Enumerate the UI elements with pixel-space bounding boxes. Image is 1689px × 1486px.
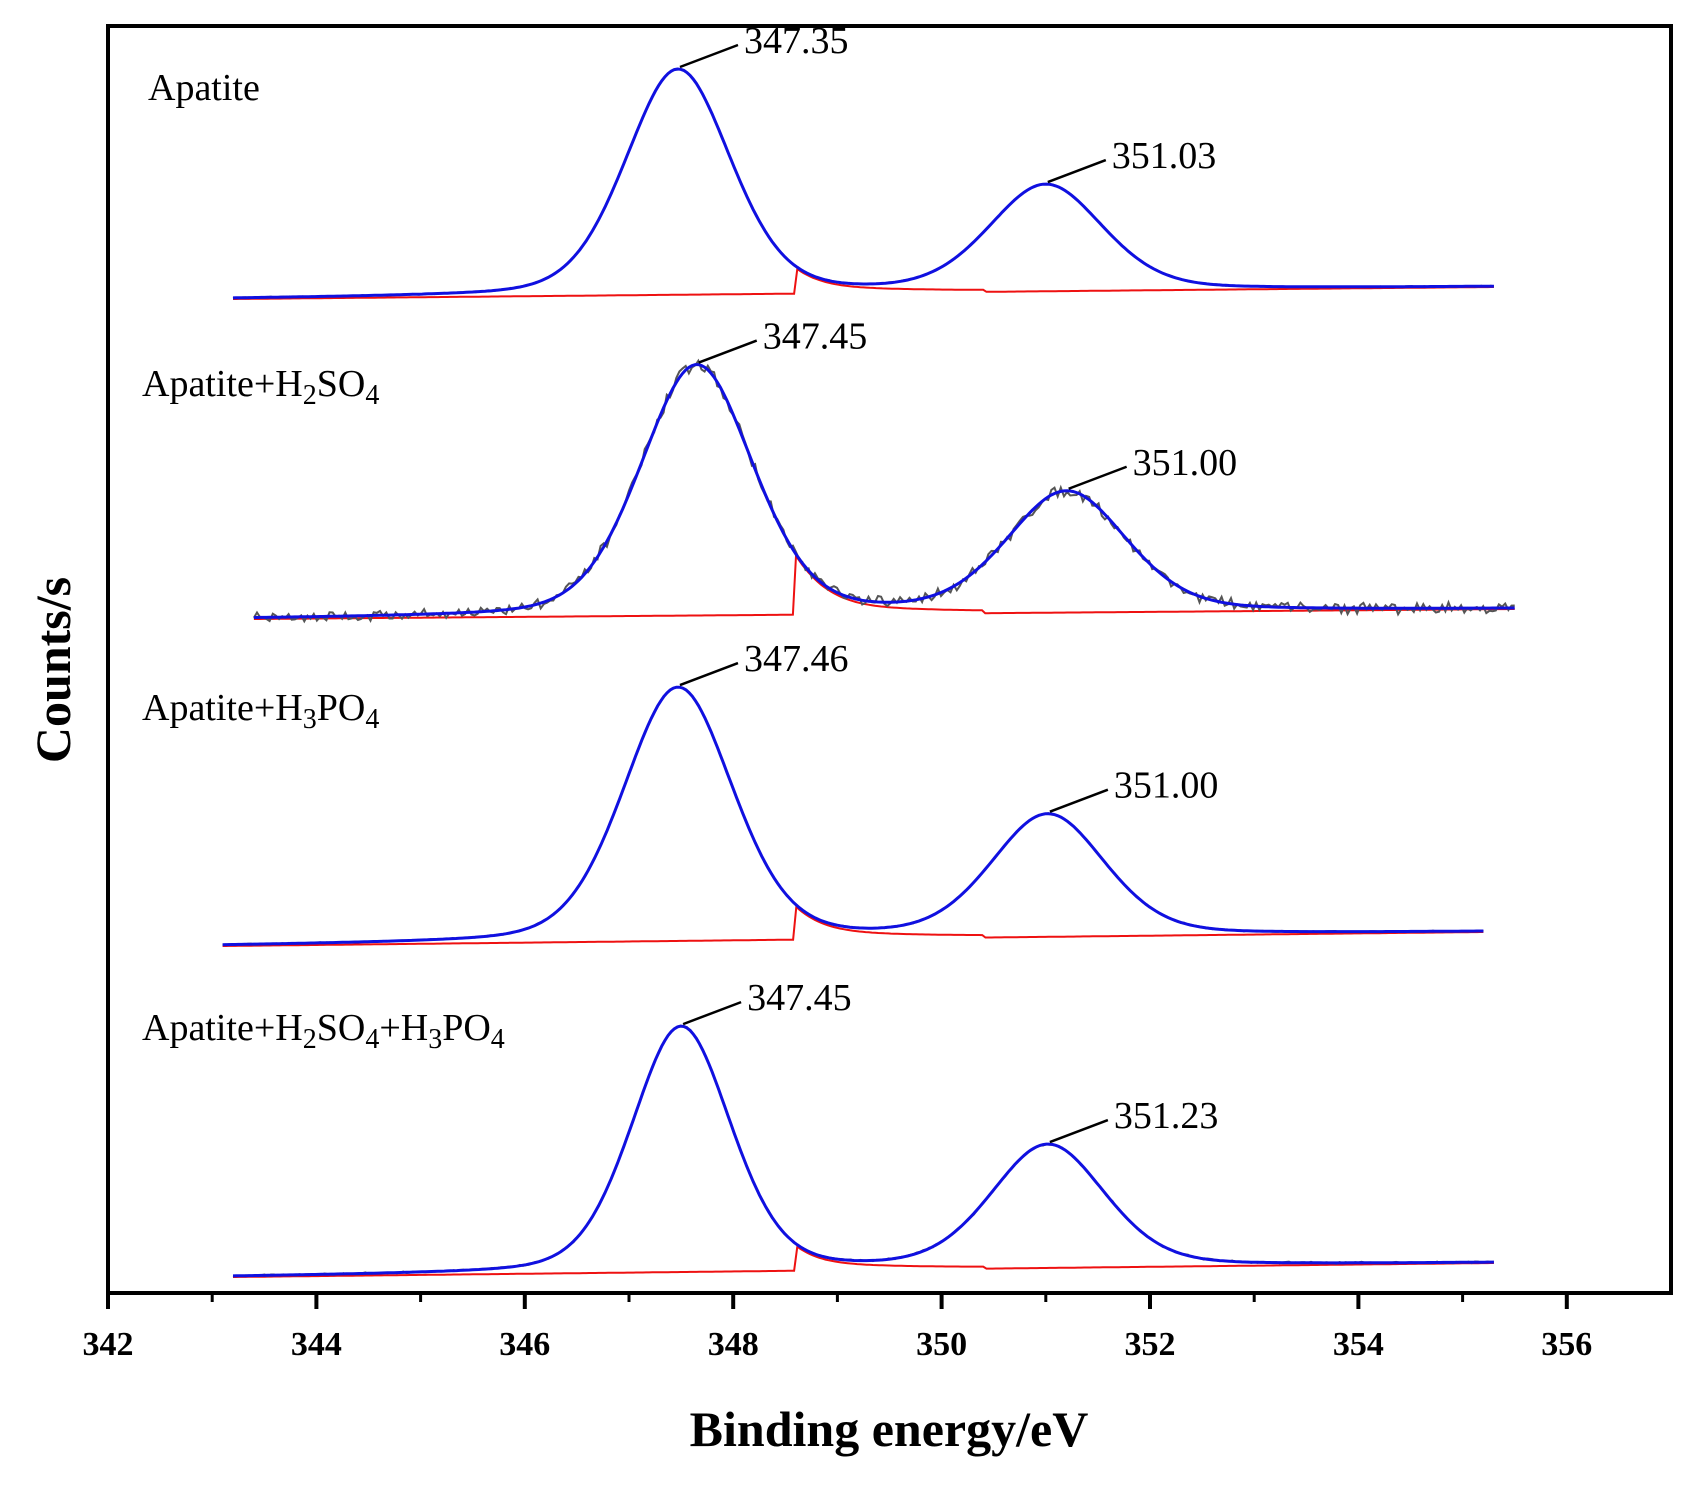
fit-line: [232, 67, 1494, 300]
x-tick-label: 354: [1333, 1326, 1384, 1363]
peak-label: 347.46: [744, 638, 849, 680]
peak-leader-line: [682, 1000, 742, 1026]
fit-line: [222, 685, 1484, 947]
spectrum-3: Apatite+H3PO4 347.46 351.00: [142, 638, 1484, 947]
x-tick-label: 344: [291, 1326, 342, 1363]
y-axis-title: Counts/s: [25, 577, 81, 763]
background-line: [253, 553, 1515, 620]
spectrum-2: Apatite+H2SO4 347.45 351.00: [142, 316, 1515, 624]
x-tick-label: 352: [1125, 1326, 1176, 1363]
x-axis-title: Binding energy/eV: [690, 1401, 1089, 1457]
peak-leader-line: [698, 339, 758, 364]
background-line: [233, 1244, 1494, 1278]
raw-data-line: [232, 67, 1495, 300]
peak-label: 347.45: [763, 316, 868, 358]
sample-label: Apatite+H2SO4+H3PO4: [142, 1007, 505, 1055]
x-axis: 342 344 346 348 350 352 354 356: [83, 1293, 1592, 1363]
peak-label: 351.03: [1112, 135, 1217, 177]
fit-line: [253, 363, 1515, 619]
raw-data-line: [253, 358, 1515, 624]
spectra-layer: Apatite 347.35 351.03 Apatite+H2SO4 347.45 35…: [142, 20, 1515, 1278]
sample-label: Apatite: [148, 67, 260, 109]
raw-data-line: [222, 686, 1484, 946]
peak-label: 351.00: [1133, 442, 1238, 484]
peak-leader-line: [1047, 158, 1107, 184]
peak-leader-line: [679, 661, 739, 687]
peak-label: 347.35: [744, 20, 849, 62]
x-tick-label: 342: [83, 1326, 134, 1363]
sample-label: Apatite+H3PO4: [142, 687, 379, 735]
peak-leader-line: [679, 43, 739, 69]
x-tick-label: 356: [1541, 1326, 1592, 1363]
plot-frame: [106, 24, 1673, 1295]
peak-label: 351.23: [1114, 1095, 1219, 1137]
peak-label: 351.00: [1114, 765, 1219, 807]
peak-leader-line: [1068, 465, 1128, 490]
x-tick-label: 350: [916, 1326, 967, 1363]
background-line: [222, 904, 1484, 947]
x-tick-label: 348: [708, 1326, 759, 1363]
background-line: [233, 267, 1494, 300]
peak-label: 347.45: [747, 977, 852, 1019]
fit-line: [232, 1024, 1494, 1278]
spectrum-4: Apatite+H2SO4+H3PO4 347.45 351.23: [142, 977, 1495, 1278]
raw-data-line: [232, 1024, 1495, 1278]
sample-label: Apatite+H2SO4: [142, 363, 379, 411]
spectrum-1: Apatite 347.35 351.03: [148, 20, 1495, 300]
x-tick-label: 346: [499, 1326, 550, 1363]
peak-leader-line: [1049, 1118, 1109, 1144]
peak-leader-line: [1049, 788, 1109, 813]
